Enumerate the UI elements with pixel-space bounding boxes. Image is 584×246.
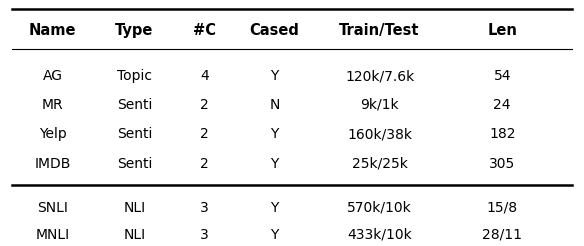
Text: Topic: Topic (117, 69, 152, 83)
Text: 9k/1k: 9k/1k (360, 98, 399, 111)
Text: Senti: Senti (117, 157, 152, 170)
Text: 305: 305 (489, 157, 515, 170)
Text: Cased: Cased (249, 23, 300, 38)
Text: SNLI: SNLI (37, 201, 68, 215)
Text: NLI: NLI (123, 201, 145, 215)
Text: 15/8: 15/8 (486, 201, 518, 215)
Text: Y: Y (270, 157, 279, 170)
Text: 2: 2 (200, 98, 208, 111)
Text: 160k/38k: 160k/38k (347, 127, 412, 141)
Text: 3: 3 (200, 201, 208, 215)
Text: 182: 182 (489, 127, 516, 141)
Text: 4: 4 (200, 69, 208, 83)
Text: Y: Y (270, 201, 279, 215)
Text: MNLI: MNLI (36, 228, 69, 242)
Text: MR: MR (41, 98, 64, 111)
Text: 3: 3 (200, 228, 208, 242)
Text: AG: AG (43, 69, 62, 83)
Text: Y: Y (270, 228, 279, 242)
Text: 433k/10k: 433k/10k (347, 228, 412, 242)
Text: Type: Type (115, 23, 154, 38)
Text: #C: #C (193, 23, 216, 38)
Text: Y: Y (270, 127, 279, 141)
Text: Senti: Senti (117, 98, 152, 111)
Text: 54: 54 (493, 69, 511, 83)
Text: N: N (269, 98, 280, 111)
Text: 2: 2 (200, 127, 208, 141)
Text: Name: Name (29, 23, 77, 38)
Text: Senti: Senti (117, 127, 152, 141)
Text: Yelp: Yelp (39, 127, 67, 141)
Text: IMDB: IMDB (34, 157, 71, 170)
Text: 2: 2 (200, 157, 208, 170)
Text: NLI: NLI (123, 228, 145, 242)
Text: Y: Y (270, 69, 279, 83)
Text: Len: Len (487, 23, 517, 38)
Text: 570k/10k: 570k/10k (347, 201, 412, 215)
Text: 28/11: 28/11 (482, 228, 522, 242)
Text: 24: 24 (493, 98, 511, 111)
Text: Train/Test: Train/Test (339, 23, 420, 38)
Text: 120k/7.6k: 120k/7.6k (345, 69, 414, 83)
Text: 25k/25k: 25k/25k (352, 157, 408, 170)
